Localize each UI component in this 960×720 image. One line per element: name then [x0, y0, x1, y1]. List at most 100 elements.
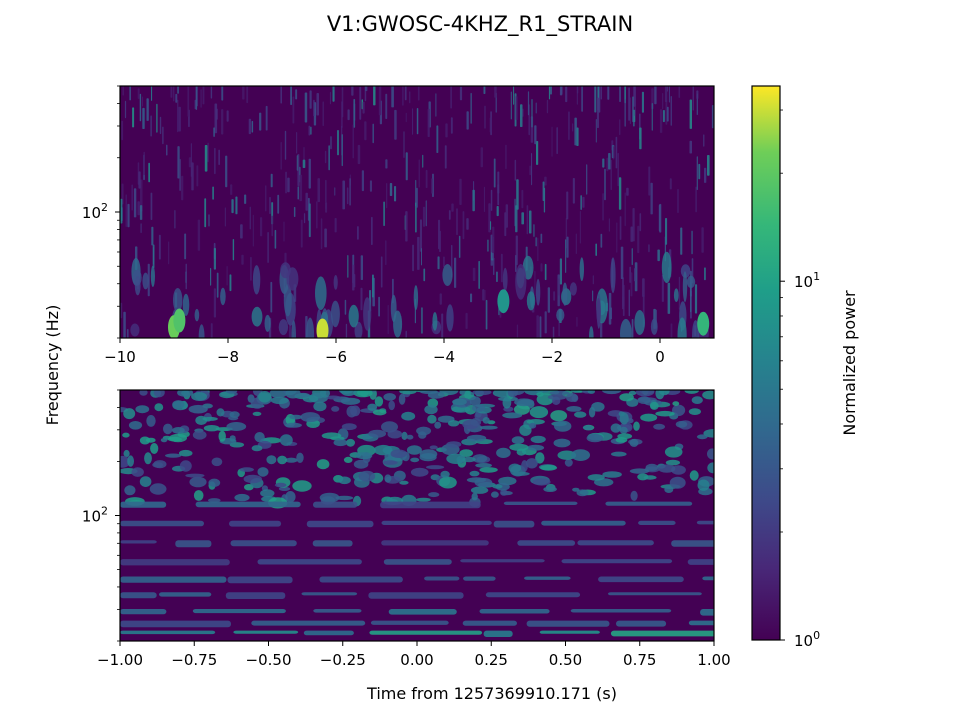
frequency-band [688, 620, 714, 626]
hotspot [497, 289, 510, 314]
bottom-panel: −1.00 −0.75 −0.50 −0.25 0.00 0.25 0.50 0.75 1.00… [82, 389, 731, 669]
bottom-x-tick-label: 1.00 [697, 651, 730, 669]
frequency-band [120, 559, 230, 566]
frequency-band [671, 540, 714, 547]
frequency-band [380, 501, 481, 509]
frequency-band [227, 576, 293, 584]
frequency-band [610, 630, 714, 637]
frequency-band [368, 592, 464, 599]
colorbar-ticks: 100 101 [780, 109, 820, 650]
frequency-band [233, 630, 299, 634]
frequency-band [577, 540, 654, 546]
bottom-spectrogram-image [120, 390, 714, 637]
frequency-band [424, 576, 460, 581]
frequency-band [120, 592, 157, 599]
frequency-band [687, 559, 714, 565]
bottom-x-tick-label: 0.25 [475, 651, 508, 669]
frequency-band [702, 576, 714, 581]
frequency-band [229, 520, 282, 527]
frequency-band [251, 620, 366, 626]
frequency-band [570, 609, 672, 613]
hotspot [697, 311, 710, 336]
frequency-band [369, 630, 483, 635]
colorbar: 100 101 Normalized power [751, 85, 859, 650]
top-y-tick-label: 102 [82, 201, 108, 222]
frequency-band [370, 620, 449, 625]
bottom-x-tick-label: −0.25 [320, 651, 366, 669]
frequency-band [524, 576, 571, 580]
frequency-band [503, 501, 578, 505]
bottom-x-tick-label: −0.50 [246, 651, 292, 669]
bottom-y-axis: 102 [82, 389, 120, 642]
frequency-band [120, 540, 157, 544]
frequency-band [700, 609, 714, 616]
frequency-band [120, 576, 227, 583]
bottom-x-axis: −1.00 −0.75 −0.50 −0.25 0.00 0.25 0.50 0.75 1.00 [97, 641, 731, 669]
frequency-band [616, 620, 667, 627]
top-x-tick-label: −8 [217, 348, 239, 366]
frequency-band [541, 520, 626, 526]
frequency-band [561, 559, 673, 564]
frequency-band [460, 559, 545, 563]
frequency-band [463, 576, 496, 581]
frequency-band [120, 630, 216, 635]
frequency-band [312, 540, 353, 547]
frequency-band [485, 592, 581, 598]
frequency-band [230, 540, 297, 547]
top-x-tick-label: −2 [541, 348, 563, 366]
frequency-band [483, 630, 513, 637]
top-x-tick-label: −4 [433, 348, 455, 366]
frequency-band [195, 501, 301, 508]
top-x-tick-label: −10 [104, 348, 136, 366]
frequency-band [120, 501, 167, 508]
top-x-axis: −10 −8 −6 −4 −2 0 [104, 338, 665, 366]
top-x-tick-label: 0 [655, 348, 665, 366]
colorbar-label: Normalized power [840, 290, 859, 436]
x-axis-label: Time from 1257369910.171 (s) [366, 684, 617, 703]
top-spectrogram-image [120, 86, 714, 338]
frequency-band [313, 501, 358, 508]
frequency-band [638, 520, 676, 525]
hotspot [316, 318, 329, 338]
frequency-band [388, 609, 457, 615]
frequency-band [381, 540, 489, 546]
bottom-x-tick-label: 0.75 [623, 651, 656, 669]
frequency-band [192, 609, 286, 614]
hotspot [173, 308, 186, 333]
frequency-band [696, 520, 714, 525]
bottom-x-tick-label: −0.75 [171, 651, 217, 669]
frequency-band [383, 559, 452, 565]
frequency-band [517, 540, 576, 546]
frequency-band [313, 609, 362, 613]
frequency-band [605, 501, 693, 506]
frequency-band [462, 620, 517, 626]
colorbar-gradient [751, 85, 781, 641]
frequency-band [303, 630, 354, 636]
bottom-x-tick-label: −1.00 [97, 651, 143, 669]
frequency-band [479, 609, 550, 614]
frequency-band [306, 520, 374, 528]
frequency-band [526, 620, 610, 627]
chart-title: V1:GWOSC-4KHZ_R1_STRAIN [327, 12, 633, 37]
frequency-band [608, 592, 702, 596]
y-axis-label: Frequency (Hz) [43, 305, 62, 426]
top-x-tick-label: −6 [325, 348, 347, 366]
frequency-band [120, 620, 231, 628]
colorbar-tick-label: 100 [794, 629, 820, 650]
top-y-axis: 102 [82, 85, 120, 339]
bottom-y-tick-label: 102 [82, 505, 108, 526]
frequency-band [598, 576, 684, 583]
bottom-x-tick-label: 0.00 [400, 651, 433, 669]
frequency-band [175, 540, 212, 548]
frequency-band [257, 559, 362, 565]
frequency-band [159, 592, 212, 597]
frequency-band [120, 609, 167, 615]
bottom-x-tick-label: 0.50 [549, 651, 582, 669]
top-panel: −10 −8 −6 −4 −2 0 102 [82, 85, 715, 366]
frequency-band [381, 520, 492, 525]
frequency-band [319, 576, 403, 583]
frequency-band [493, 520, 535, 528]
frequency-band [225, 592, 286, 599]
colorbar-tick-label: 101 [794, 270, 820, 291]
